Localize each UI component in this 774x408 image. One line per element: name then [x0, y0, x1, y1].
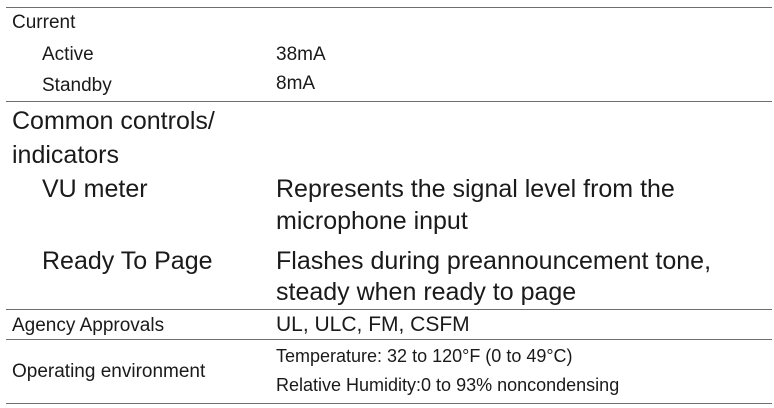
table-rule-agency-bottom: [6, 339, 772, 340]
agency-value: UL, ULC, FM, CSFM: [276, 313, 470, 336]
active-value: 38mA: [276, 44, 326, 65]
table-rule-controls-bottom: [6, 309, 772, 310]
active-label: Active: [42, 44, 94, 65]
ready-to-page-value-line2: steady when ready to page: [276, 278, 577, 306]
table-rule-current-bottom: [6, 101, 772, 102]
ready-to-page-label: Ready To Page: [42, 247, 213, 275]
table-rule-top: [6, 7, 772, 8]
standby-value: 8mA: [276, 73, 316, 94]
standby-label: Standby: [42, 75, 112, 96]
environment-label: Operating environment: [12, 361, 206, 382]
vu-meter-value-line1: Represents the signal level from the: [276, 175, 675, 203]
environment-value-line2: Relative Humidity:0 to 93% noncondensing: [276, 375, 620, 395]
controls-label-line1: Common controls/: [12, 107, 215, 135]
environment-value-line1: Temperature: 32 to 120°F (0 to 49°C): [276, 346, 573, 366]
agency-label: Agency Approvals: [12, 315, 165, 336]
vu-meter-label: VU meter: [42, 175, 148, 203]
current-label: Current: [12, 12, 76, 33]
table-rule-bottom: [6, 403, 772, 404]
vu-meter-value-line2: microphone input: [276, 207, 468, 235]
ready-to-page-value-line1: Flashes during preannouncement tone,: [276, 247, 712, 275]
controls-label-line2: indicators: [12, 141, 119, 169]
